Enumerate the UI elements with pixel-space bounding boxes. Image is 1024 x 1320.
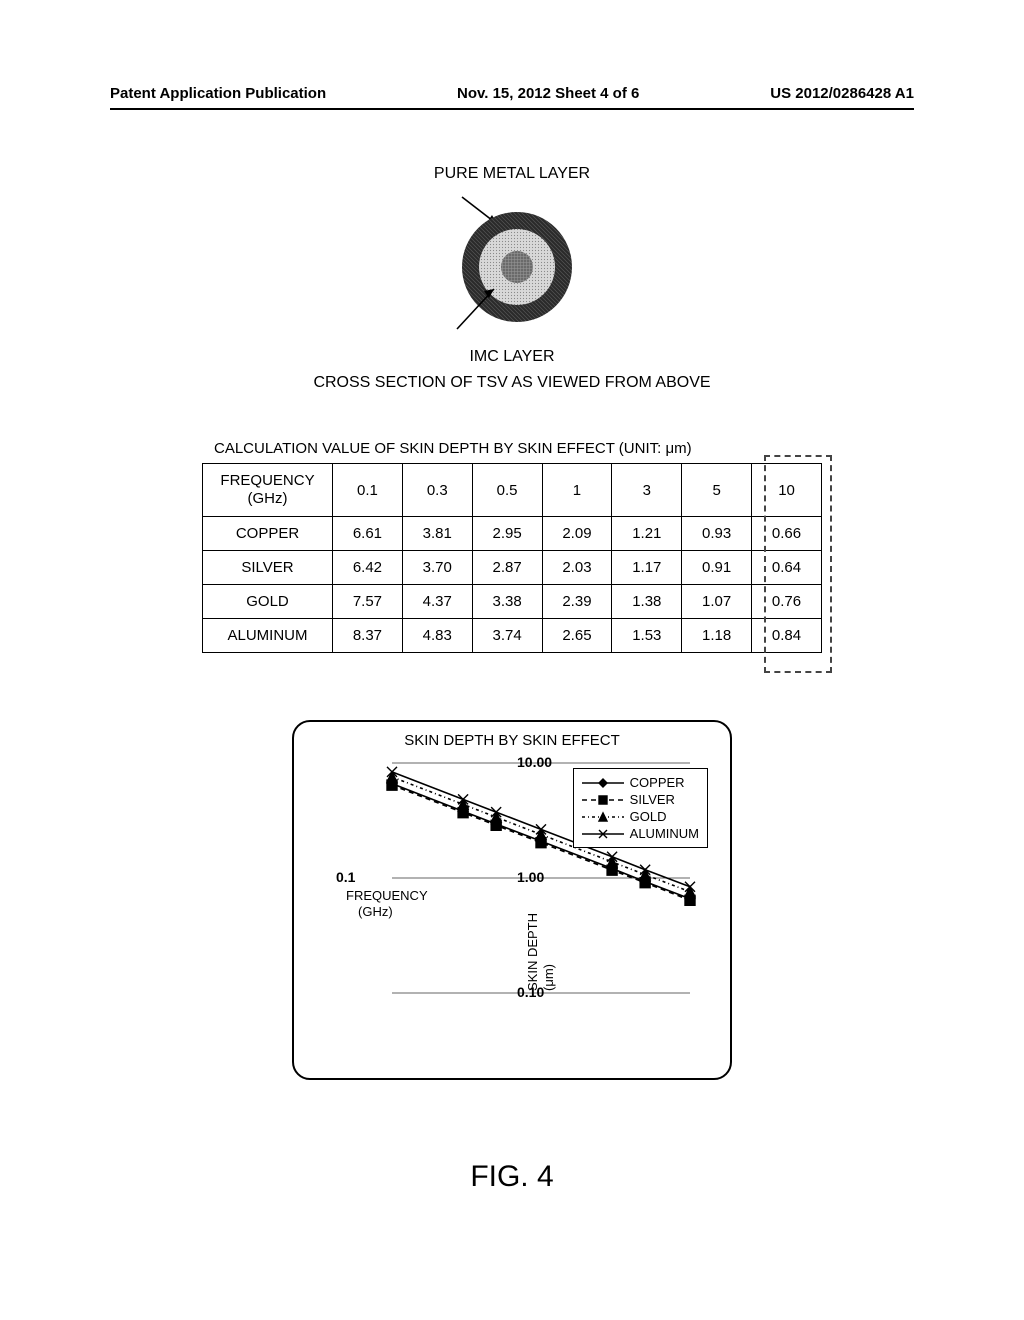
- col-5: 5: [682, 464, 752, 517]
- tsv-cross-section: PURE METAL LAYER: [0, 165, 1024, 392]
- table-row: COPPER6.613.812.952.091.210.930.66: [203, 517, 822, 551]
- legend-label: ALUMINUM: [630, 826, 699, 841]
- table-cell: 2.87: [472, 551, 542, 585]
- legend-label: GOLD: [630, 809, 667, 824]
- table-cell: 1.07: [682, 585, 752, 619]
- legend-item: COPPER: [582, 775, 699, 790]
- header-left: Patent Application Publication: [110, 85, 326, 102]
- table-cell: 2.39: [542, 585, 612, 619]
- header-right: US 2012/0286428 A1: [770, 85, 914, 102]
- table-cell: 1.21: [612, 517, 682, 551]
- table-cell: 2.65: [542, 619, 612, 653]
- highlight-dashed-box: [764, 455, 832, 673]
- imc-label: IMC LAYER: [0, 348, 1024, 366]
- table-header-row: FREQUENCY (GHz) 0.1 0.3 0.5 1 3 5 10: [203, 464, 822, 517]
- table-cell: 3.70: [402, 551, 472, 585]
- pure-metal-label: PURE METAL LAYER: [0, 165, 1024, 183]
- svg-text:(GHz): (GHz): [358, 904, 393, 919]
- tsv-svg: [402, 189, 622, 339]
- svg-text:0.1: 0.1: [336, 869, 356, 885]
- col-3: 1: [542, 464, 612, 517]
- svg-text:(μm): (μm): [541, 964, 556, 991]
- freq-header: FREQUENCY (GHz): [203, 464, 333, 517]
- table-cell: 3.38: [472, 585, 542, 619]
- table-row: GOLD7.574.373.382.391.381.070.76: [203, 585, 822, 619]
- svg-text:10.00: 10.00: [517, 754, 552, 770]
- table-cell: 2.03: [542, 551, 612, 585]
- svg-text:1.00: 1.00: [517, 869, 544, 885]
- table-cell: 2.95: [472, 517, 542, 551]
- table-cell: 0.93: [682, 517, 752, 551]
- row-label: SILVER: [203, 551, 333, 585]
- table-cell: 3.81: [402, 517, 472, 551]
- row-label: ALUMINUM: [203, 619, 333, 653]
- table-cell: 7.57: [333, 585, 403, 619]
- skin-depth-table: FREQUENCY (GHz) 0.1 0.3 0.5 1 3 5 10 COP…: [202, 463, 822, 653]
- legend-item: GOLD: [582, 809, 699, 824]
- table-cell: 6.42: [333, 551, 403, 585]
- chart-legend: COPPER SILVER GOLD ALUMINUM: [573, 768, 708, 848]
- core-ring: [501, 251, 533, 283]
- col-0: 0.1: [333, 464, 403, 517]
- table-cell: 6.61: [333, 517, 403, 551]
- legend-item: SILVER: [582, 792, 699, 807]
- table-cell: 0.91: [682, 551, 752, 585]
- col-1: 0.3: [402, 464, 472, 517]
- chart-title: SKIN DEPTH BY SKIN EFFECT: [308, 732, 716, 749]
- col-4: 3: [612, 464, 682, 517]
- header-rule: [110, 108, 914, 110]
- table-row: ALUMINUM8.374.833.742.651.531.180.84: [203, 619, 822, 653]
- table-title: CALCULATION VALUE OF SKIN DEPTH BY SKIN …: [202, 440, 822, 457]
- table-cell: 1.38: [612, 585, 682, 619]
- legend-label: SILVER: [630, 792, 675, 807]
- row-label: COPPER: [203, 517, 333, 551]
- table-cell: 1.18: [682, 619, 752, 653]
- figure-label: FIG. 4: [0, 1160, 1024, 1194]
- row-label: GOLD: [203, 585, 333, 619]
- table-cell: 1.53: [612, 619, 682, 653]
- table-cell: 4.37: [402, 585, 472, 619]
- table-cell: 8.37: [333, 619, 403, 653]
- header-center: Nov. 15, 2012 Sheet 4 of 6: [457, 85, 639, 102]
- legend-label: COPPER: [630, 775, 685, 790]
- chart-section: SKIN DEPTH BY SKIN EFFECT 10.001.000.100…: [292, 720, 732, 1080]
- svg-text:FREQUENCY: FREQUENCY: [346, 888, 428, 903]
- tsv-caption: CROSS SECTION OF TSV AS VIEWED FROM ABOV…: [0, 374, 1024, 392]
- page-header: Patent Application Publication Nov. 15, …: [0, 85, 1024, 102]
- table-cell: 3.74: [472, 619, 542, 653]
- table-cell: 4.83: [402, 619, 472, 653]
- legend-item: ALUMINUM: [582, 826, 699, 841]
- col-2: 0.5: [472, 464, 542, 517]
- table-cell: 1.17: [612, 551, 682, 585]
- table-wrap: FREQUENCY (GHz) 0.1 0.3 0.5 1 3 5 10 COP…: [202, 463, 822, 653]
- svg-text:SKIN DEPTH: SKIN DEPTH: [525, 913, 540, 991]
- table-row: SILVER6.423.702.872.031.170.910.64: [203, 551, 822, 585]
- table-cell: 2.09: [542, 517, 612, 551]
- tsv-diagram: [402, 189, 622, 344]
- skin-depth-table-section: CALCULATION VALUE OF SKIN DEPTH BY SKIN …: [202, 440, 822, 653]
- chart-frame: SKIN DEPTH BY SKIN EFFECT 10.001.000.100…: [292, 720, 732, 1080]
